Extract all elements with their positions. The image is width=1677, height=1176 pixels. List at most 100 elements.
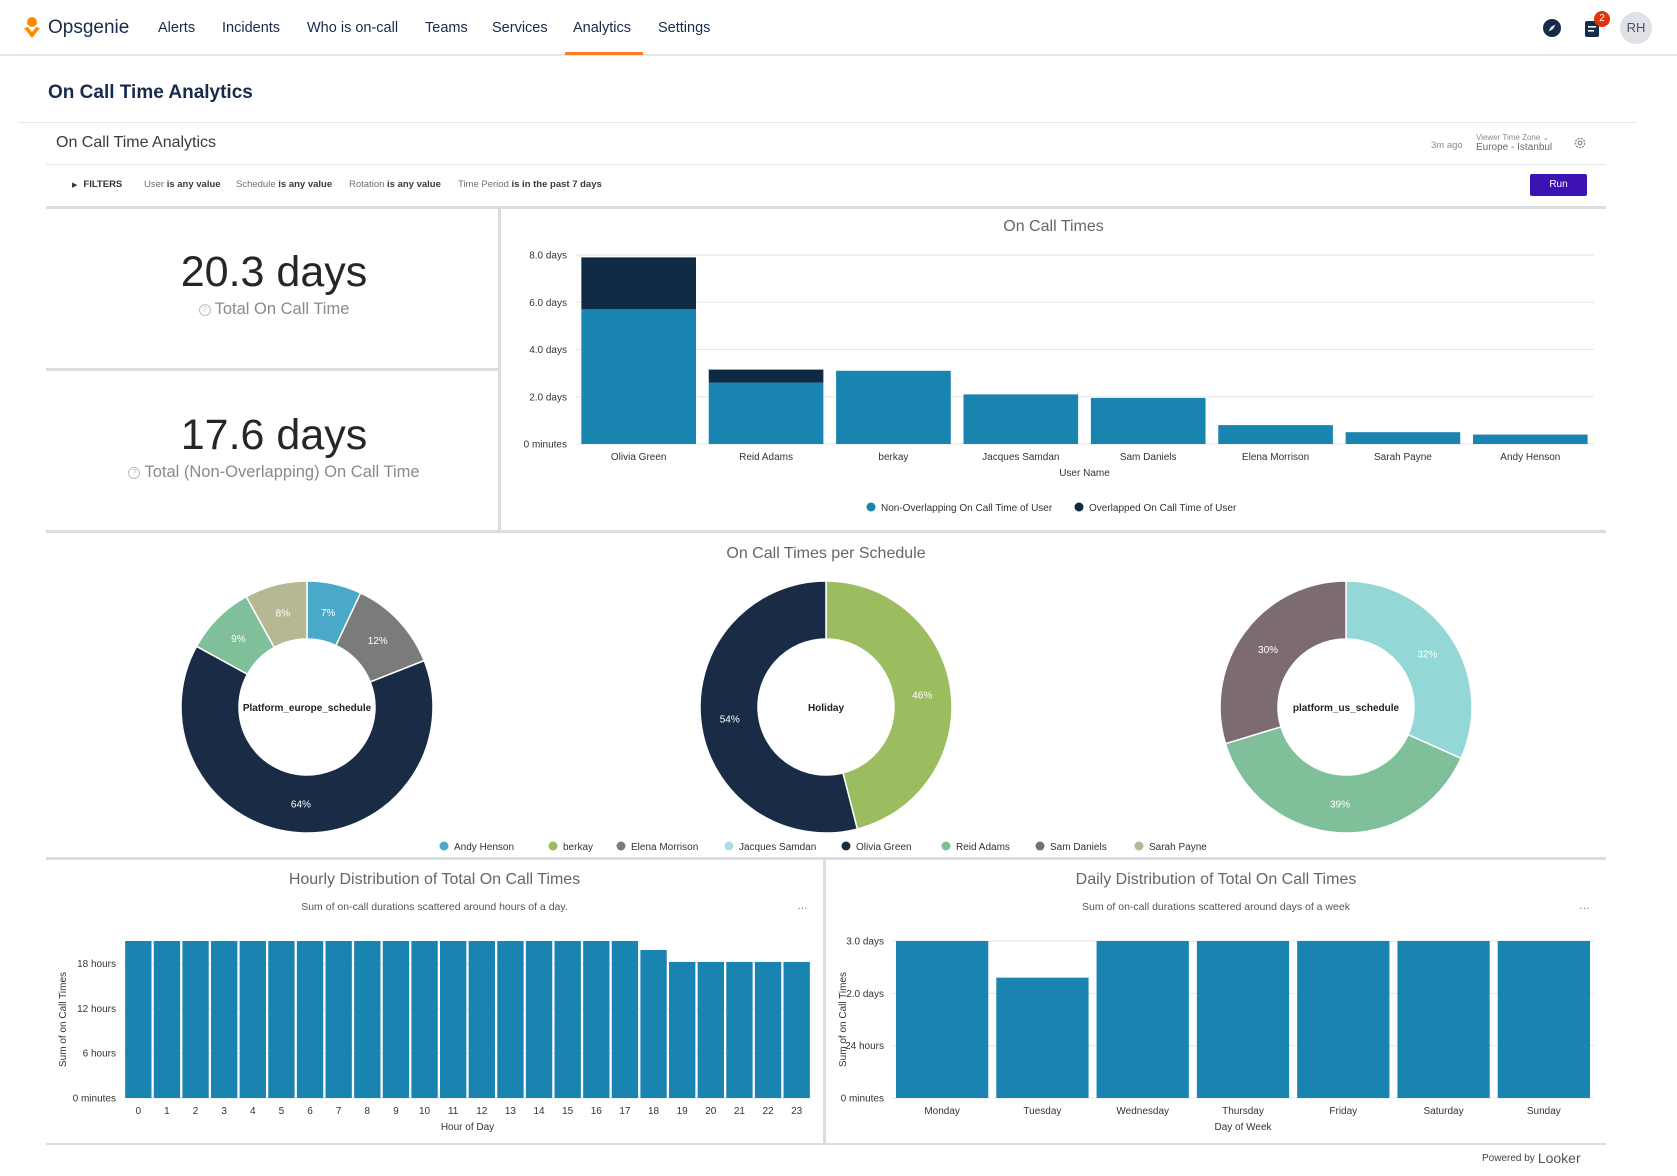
bar[interactable]: [708, 382, 824, 444]
pie-slice[interactable]: [1224, 725, 1463, 834]
filter-rotation[interactable]: Rotation is any value: [349, 179, 441, 190]
x-tick-label: Wednesday: [1116, 1106, 1169, 1117]
timezone-value[interactable]: Europe - Istanbul: [1476, 142, 1553, 153]
nav-incidents[interactable]: Incidents: [222, 20, 281, 36]
bar[interactable]: [581, 309, 697, 444]
bar[interactable]: [1297, 941, 1390, 1098]
pie-slice[interactable]: [825, 580, 953, 830]
opsgenie-logo-icon: [24, 17, 40, 38]
bar[interactable]: [836, 370, 951, 444]
bar[interactable]: [497, 941, 524, 1098]
bar[interactable]: [1397, 941, 1490, 1098]
bar[interactable]: [996, 977, 1089, 1098]
notification-icon[interactable]: [1580, 16, 1604, 40]
legend-label[interactable]: Elena Morrison: [631, 842, 698, 853]
bar[interactable]: [611, 941, 639, 1098]
legend-label[interactable]: Andy Henson: [454, 842, 514, 853]
bar[interactable]: [1218, 425, 1333, 444]
bar[interactable]: [440, 941, 467, 1098]
timezone-label[interactable]: Viewer Time Zone ⌄: [1476, 133, 1549, 142]
legend-label[interactable]: Non-Overlapping On Call Time of User: [881, 503, 1053, 514]
bar[interactable]: [411, 941, 438, 1098]
run-button[interactable]: Run: [1530, 174, 1587, 196]
legend-label[interactable]: Olivia Green: [856, 842, 912, 853]
bar[interactable]: [726, 961, 753, 1098]
pie-slice[interactable]: [699, 580, 859, 834]
bar[interactable]: [354, 941, 381, 1098]
nav-who-is-on-call[interactable]: Who is on-call: [307, 20, 399, 36]
compass-icon[interactable]: [1540, 16, 1564, 40]
filters-toggle[interactable]: ▶ FILTERS: [72, 179, 122, 190]
slice-label: 9%: [231, 634, 246, 645]
bar[interactable]: [268, 941, 295, 1098]
x-tick-label: Tuesday: [1023, 1106, 1061, 1117]
y-tick-label: 8.0 days: [529, 251, 567, 262]
legend-label[interactable]: Reid Adams: [956, 842, 1010, 853]
x-tick-label: 22: [763, 1106, 775, 1117]
info-icon[interactable]: ?: [128, 467, 141, 479]
bar[interactable]: [296, 941, 324, 1098]
bar[interactable]: [581, 257, 697, 310]
bar[interactable]: [211, 941, 238, 1098]
bar[interactable]: [1497, 941, 1590, 1098]
more-options-icon[interactable]: …: [1579, 900, 1590, 912]
bar[interactable]: [239, 941, 266, 1098]
bar[interactable]: [1345, 432, 1461, 444]
nav-services[interactable]: Services: [492, 20, 548, 36]
x-axis-label: Day of Week: [1214, 1122, 1272, 1133]
bar[interactable]: [783, 961, 810, 1098]
filter-time-period[interactable]: Time Period is in the past 7 days: [458, 179, 602, 190]
filter-user[interactable]: User is any value: [144, 179, 221, 190]
pie-slice[interactable]: [1345, 580, 1473, 760]
bar[interactable]: [1472, 434, 1588, 444]
tile-border: [46, 530, 1606, 533]
legend-label[interactable]: Overlapped On Call Time of User: [1089, 503, 1237, 514]
bar[interactable]: [182, 941, 209, 1098]
filter-schedule[interactable]: Schedule is any value: [236, 179, 332, 190]
bar[interactable]: [697, 961, 724, 1098]
pie-slice[interactable]: [1219, 580, 1347, 745]
nav-analytics[interactable]: Analytics: [573, 20, 632, 36]
bar[interactable]: [896, 941, 989, 1098]
info-icon[interactable]: ?: [198, 304, 211, 316]
bar[interactable]: [1090, 397, 1206, 444]
bar[interactable]: [1096, 941, 1189, 1098]
donut-center-label: platform_us_schedule: [1293, 703, 1400, 714]
legend-label[interactable]: Sam Daniels: [1050, 842, 1107, 853]
bar[interactable]: [1196, 941, 1290, 1098]
pie-slice[interactable]: [180, 645, 434, 834]
more-options-icon[interactable]: …: [797, 900, 808, 912]
daily-distribution-chart: 0 minutes 24 hours 2.0 days 3.0 days Monday T…: [838, 937, 1594, 1133]
nav-settings[interactable]: Settings: [658, 20, 711, 36]
bar[interactable]: [153, 941, 181, 1098]
bar[interactable]: [963, 394, 1079, 444]
x-tick-label: Sunday: [1527, 1106, 1561, 1117]
bar[interactable]: [325, 941, 352, 1098]
bar[interactable]: [640, 949, 667, 1098]
legend-swatch: [1134, 841, 1144, 851]
filter-field: Rotation: [349, 179, 385, 190]
pie-slice[interactable]: [245, 580, 308, 649]
bar[interactable]: [754, 961, 782, 1098]
bar[interactable]: [525, 941, 553, 1098]
legend-label[interactable]: berkay: [563, 842, 593, 853]
legend-label[interactable]: Jacques Samdan: [739, 842, 816, 853]
kpi-total-on-call-label: ? Total On Call Time: [50, 300, 498, 319]
x-tick-label: 11: [448, 1106, 459, 1117]
bar[interactable]: [554, 941, 581, 1098]
bar[interactable]: [125, 941, 152, 1098]
bar[interactable]: [468, 941, 495, 1098]
nav-alerts[interactable]: Alerts: [158, 20, 196, 36]
opsgenie-logo[interactable]: Opsgenie: [22, 14, 129, 42]
bar[interactable]: [669, 961, 696, 1098]
bar[interactable]: [583, 941, 610, 1098]
kpi-total-on-call-value: 20.3 days: [180, 248, 368, 296]
legend-label[interactable]: Sarah Payne: [1149, 842, 1207, 853]
tile-border: [823, 860, 826, 1144]
bar[interactable]: [382, 941, 410, 1098]
bar[interactable]: [708, 369, 824, 383]
user-avatar[interactable]: RH: [1620, 12, 1652, 44]
active-tab-indicator: [565, 52, 643, 55]
gear-icon[interactable]: [1573, 136, 1587, 150]
nav-teams[interactable]: Teams: [425, 20, 468, 36]
